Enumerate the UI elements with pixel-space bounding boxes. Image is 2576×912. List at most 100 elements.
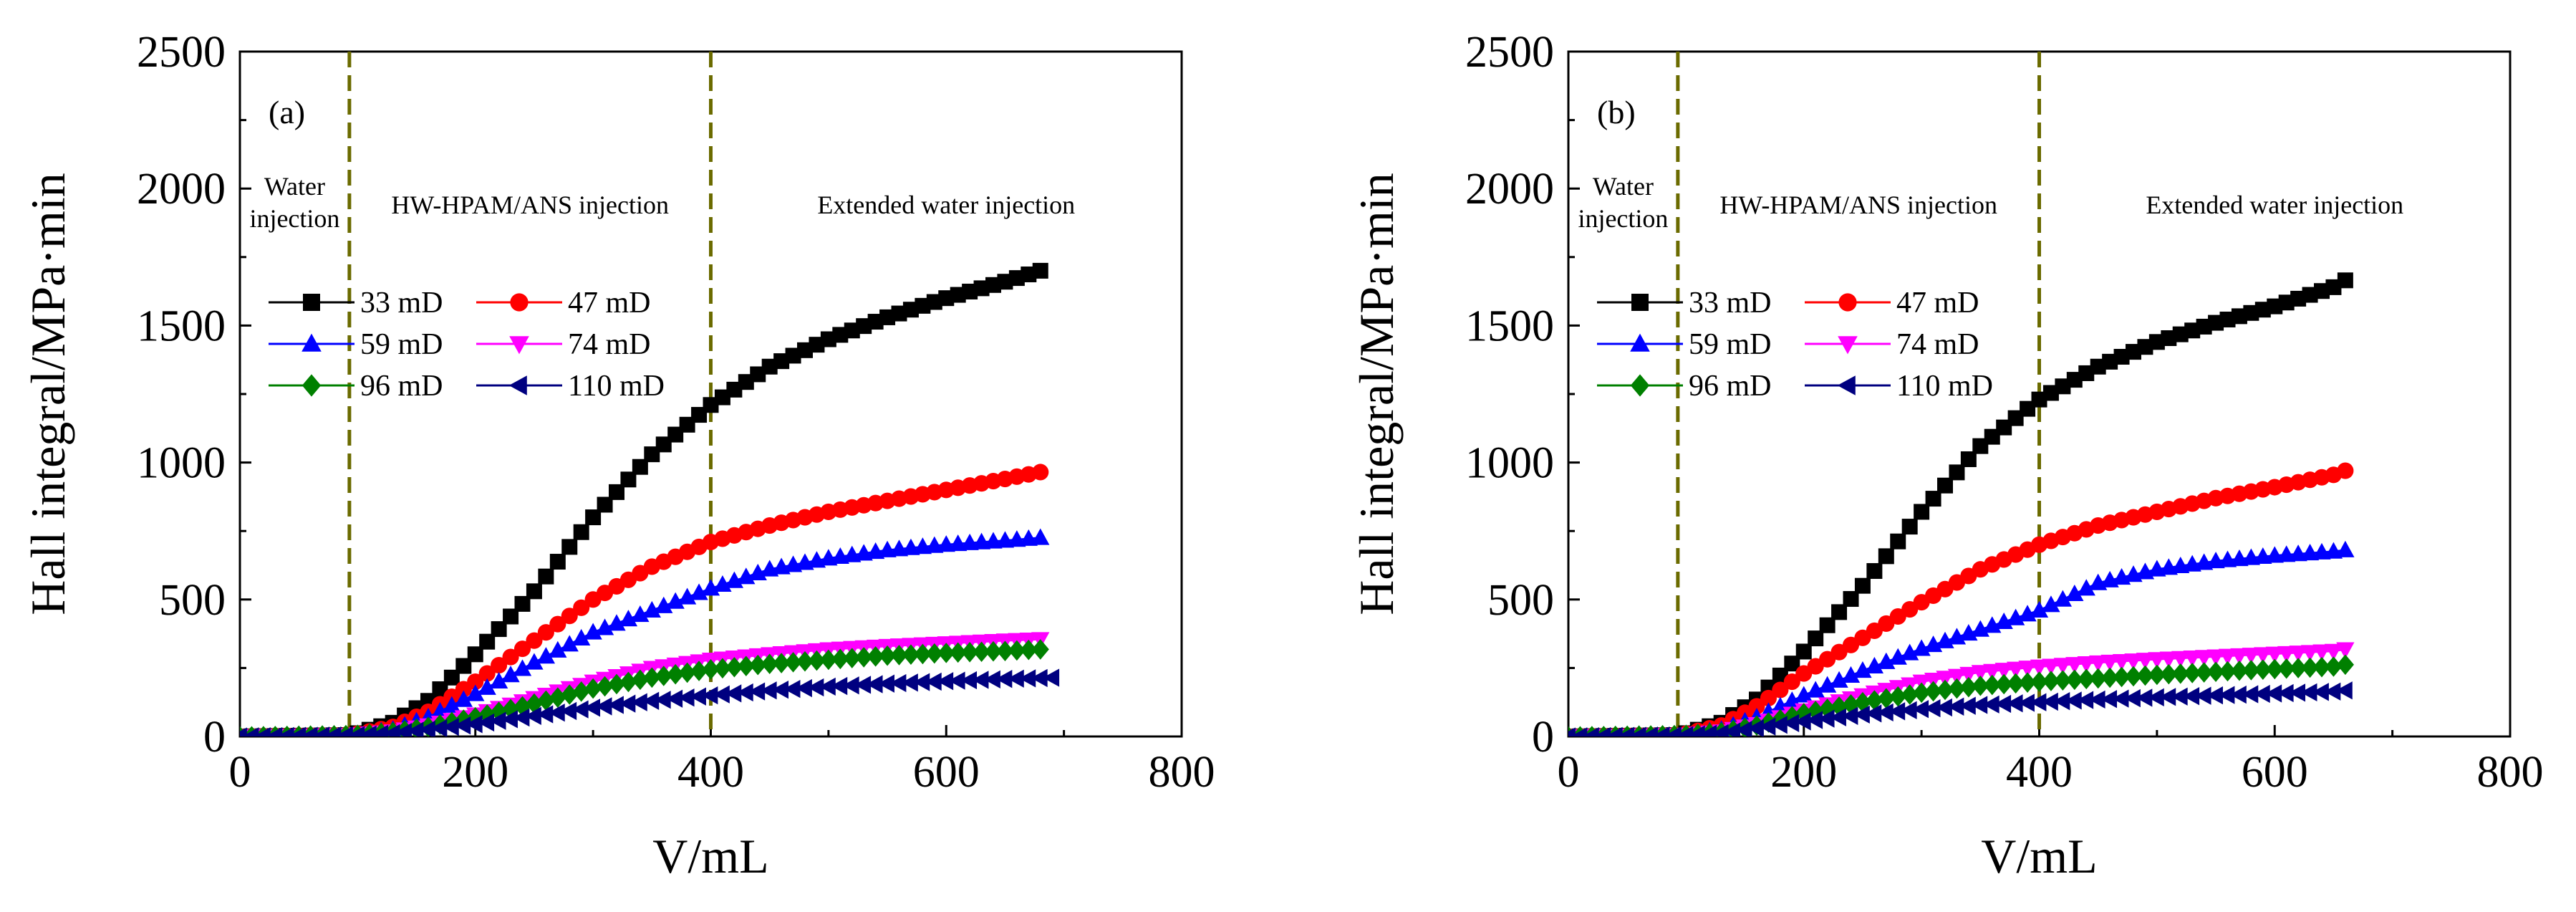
data-point <box>2218 648 2237 666</box>
x-tick-label: 800 <box>2477 748 2544 797</box>
panel-tag: (a) <box>269 94 305 130</box>
data-point <box>843 648 861 668</box>
data-point <box>725 684 742 703</box>
data-point <box>725 656 743 678</box>
data-point <box>937 643 955 663</box>
data-point <box>2242 660 2260 681</box>
data-point <box>2042 595 2060 613</box>
data-point <box>2160 663 2178 685</box>
data-point <box>491 657 508 674</box>
data-point <box>654 691 671 709</box>
region-label-extended: Extended water injection <box>2146 191 2403 219</box>
data-point <box>289 726 307 736</box>
data-point <box>573 524 589 540</box>
legend-item: 74 mD <box>1805 328 1979 361</box>
data-point <box>277 726 294 736</box>
data-point <box>2136 688 2153 707</box>
data-point <box>1925 491 1941 507</box>
data-point <box>596 676 614 697</box>
data-point <box>972 671 989 689</box>
data-point <box>1854 577 1871 594</box>
data-point <box>442 717 459 736</box>
legend-label: 110 mD <box>568 370 665 403</box>
region-label-extended: Extended water injection <box>817 191 1075 219</box>
data-point <box>312 726 329 736</box>
data-point <box>1853 661 1872 678</box>
data-point <box>1994 663 2013 680</box>
data-point <box>2312 656 2331 678</box>
data-point <box>1888 702 1906 721</box>
data-point <box>549 687 566 708</box>
data-point <box>501 699 520 720</box>
data-point <box>2065 657 2084 674</box>
data-point <box>477 713 495 732</box>
series-area <box>1568 272 2355 736</box>
x-tick-label: 0 <box>229 748 251 797</box>
data-point <box>831 648 849 670</box>
y-tick-label: 2000 <box>1465 165 1554 213</box>
legend-marker <box>1838 293 1857 312</box>
data-point <box>572 681 590 702</box>
data-point <box>2112 654 2131 671</box>
chart-panel-2: 0 200 400 600 800 0 500 1000 1500 2000 2500 V/mL Hal… <box>1349 28 2544 883</box>
legend: 33 mD 47 mD 59 mD 74 mD 96 mD 110 mD <box>269 287 665 403</box>
data-point <box>2159 651 2178 668</box>
legend-label: 96 mD <box>360 370 443 403</box>
data-point <box>2253 684 2270 704</box>
data-point <box>1008 640 1026 661</box>
y-axis-title: Hall integral/MPa·min <box>1349 173 1404 615</box>
data-point <box>2337 272 2353 289</box>
x-tick-label: 0 <box>1558 748 1580 797</box>
data-point <box>1759 717 1776 736</box>
data-point <box>1617 726 1635 736</box>
legend: 33 mD 47 mD 59 mD 74 mD 96 mD 110 mD <box>1597 287 1993 403</box>
legend-label: 59 mD <box>360 328 443 361</box>
data-point <box>584 623 602 640</box>
data-point <box>1805 711 1823 729</box>
data-point <box>573 599 590 616</box>
y-tick-label: 500 <box>159 576 226 625</box>
data-point <box>973 641 990 663</box>
data-point <box>2300 645 2320 662</box>
data-point <box>1783 673 1800 691</box>
data-point <box>301 726 318 736</box>
data-point <box>2089 668 2107 689</box>
data-point <box>549 640 567 658</box>
data-point <box>630 693 647 711</box>
data-point <box>2337 462 2354 479</box>
data-point <box>572 628 591 646</box>
data-point <box>667 663 685 685</box>
data-point <box>665 689 683 708</box>
data-point <box>536 647 556 664</box>
data-point <box>1937 477 1953 494</box>
data-point <box>1830 671 1848 688</box>
data-point <box>538 568 554 585</box>
data-point <box>666 592 685 609</box>
y-tick-label: 500 <box>1487 576 1554 625</box>
data-point <box>2242 648 2261 665</box>
data-point <box>1901 643 1919 661</box>
data-point <box>2042 671 2060 691</box>
data-point <box>1760 689 1777 707</box>
data-point <box>655 666 672 686</box>
data-point <box>1700 724 1717 736</box>
legend-item: 110 mD <box>476 370 665 403</box>
legend-label: 47 mD <box>568 287 651 320</box>
x-tick-label: 800 <box>1149 748 1215 797</box>
region-label-polymer: HW-HPAM/ANS injection <box>1719 191 1997 219</box>
data-point <box>749 654 767 676</box>
data-point <box>2277 683 2294 703</box>
y-tick-label: 1500 <box>137 302 226 350</box>
data-point <box>1888 648 1907 665</box>
data-point <box>949 642 967 663</box>
data-point <box>324 726 342 736</box>
data-point <box>1677 726 1694 736</box>
legend-marker <box>1631 294 1649 311</box>
data-point <box>619 671 637 693</box>
data-point <box>807 678 824 697</box>
data-point <box>548 704 565 722</box>
data-point <box>1878 548 1894 565</box>
data-point <box>2230 648 2249 666</box>
data-point <box>2030 671 2048 692</box>
data-point <box>925 643 943 664</box>
